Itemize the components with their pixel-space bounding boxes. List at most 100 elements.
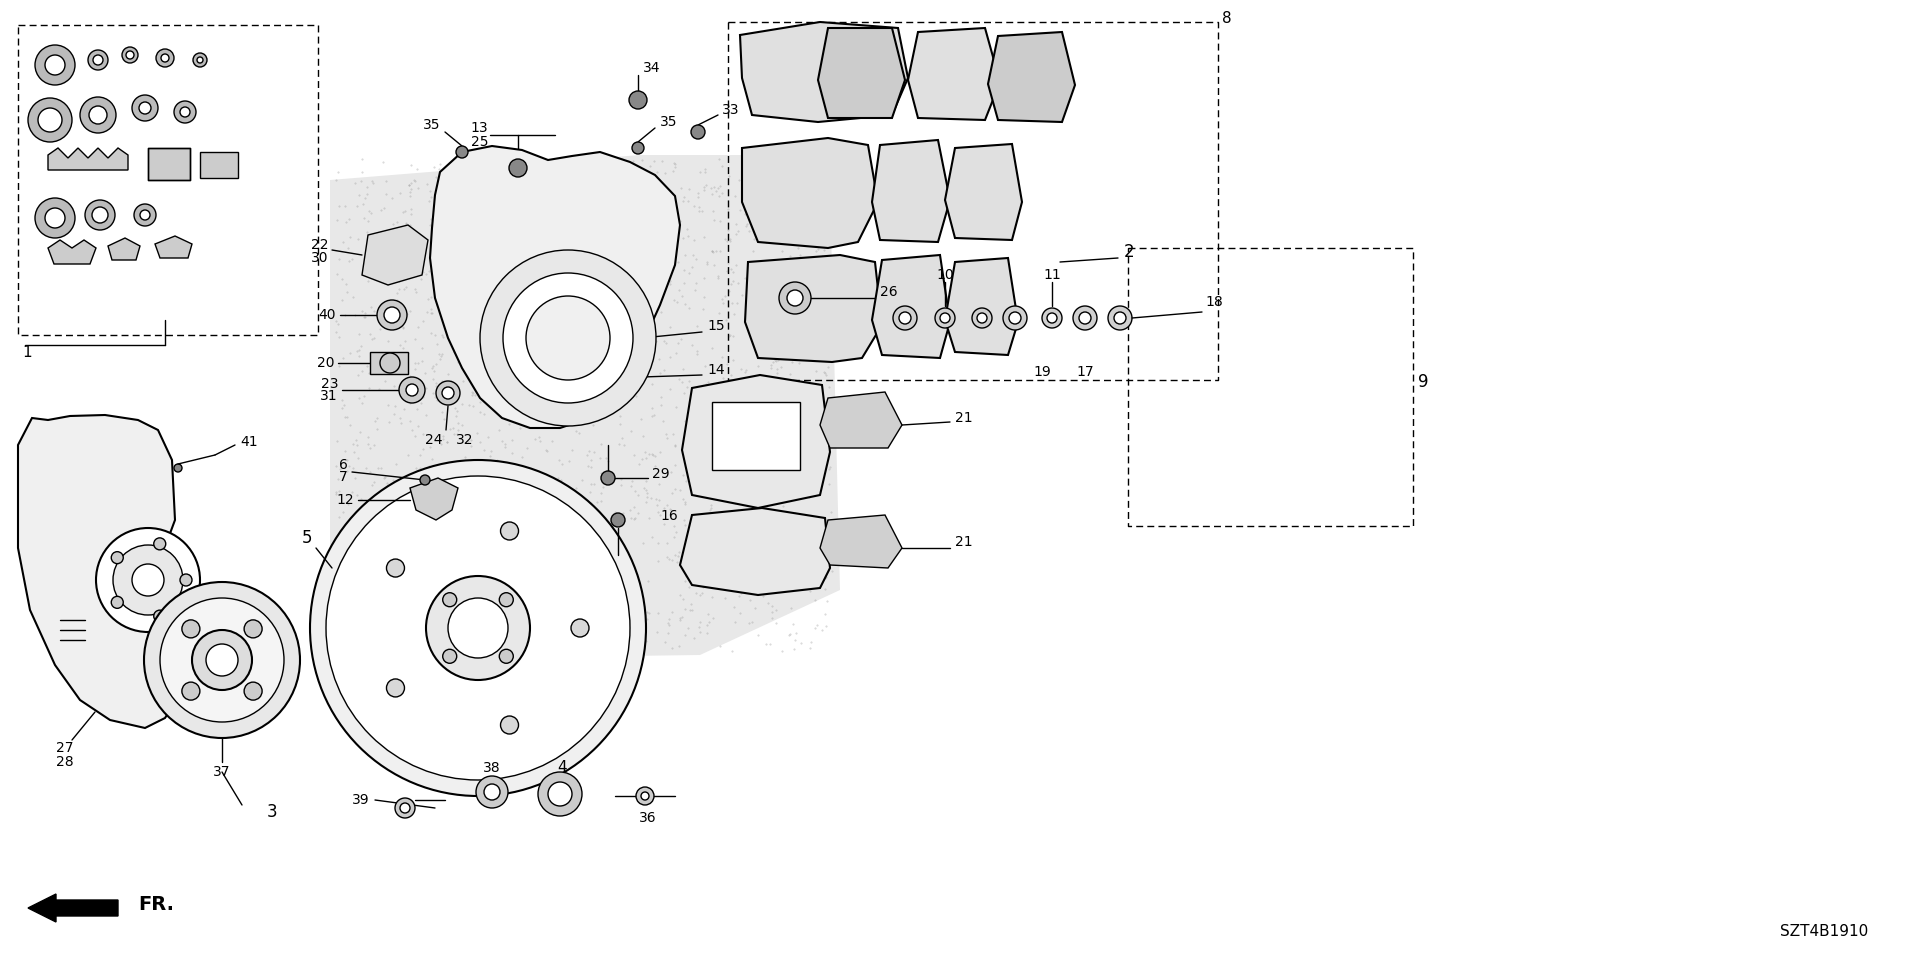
Circle shape (501, 716, 518, 734)
Polygon shape (156, 236, 192, 258)
Text: 1: 1 (21, 345, 31, 359)
Text: 15: 15 (707, 319, 724, 333)
Circle shape (88, 106, 108, 124)
Circle shape (499, 593, 513, 606)
Circle shape (386, 559, 405, 577)
Text: 17: 17 (1077, 365, 1094, 379)
Polygon shape (945, 258, 1018, 355)
Polygon shape (989, 32, 1075, 122)
Text: 39: 39 (353, 793, 371, 807)
Circle shape (570, 619, 589, 637)
Circle shape (182, 682, 200, 700)
Circle shape (326, 476, 630, 780)
Text: 6: 6 (340, 458, 348, 472)
Text: 10: 10 (937, 268, 954, 282)
Circle shape (972, 308, 993, 328)
Circle shape (38, 108, 61, 132)
Circle shape (499, 650, 513, 663)
Circle shape (636, 787, 655, 805)
Circle shape (113, 545, 182, 615)
Circle shape (977, 313, 987, 323)
Circle shape (893, 306, 918, 330)
Text: 25: 25 (470, 135, 488, 149)
Circle shape (420, 475, 430, 485)
Polygon shape (48, 148, 129, 170)
Circle shape (941, 313, 950, 323)
Circle shape (132, 564, 163, 596)
Circle shape (180, 574, 192, 586)
Polygon shape (945, 144, 1021, 240)
Circle shape (476, 776, 509, 808)
Circle shape (180, 107, 190, 117)
Polygon shape (745, 255, 881, 362)
Circle shape (547, 782, 572, 806)
Circle shape (244, 620, 263, 638)
Circle shape (501, 522, 518, 540)
Text: 26: 26 (879, 285, 899, 299)
Polygon shape (820, 515, 902, 568)
Text: 40: 40 (319, 308, 336, 322)
Circle shape (457, 146, 468, 158)
Circle shape (127, 51, 134, 59)
Circle shape (509, 159, 526, 177)
Circle shape (436, 381, 461, 405)
Circle shape (35, 198, 75, 238)
Circle shape (601, 471, 614, 485)
Circle shape (1114, 312, 1125, 324)
Circle shape (309, 460, 645, 796)
Text: SZT4B1910: SZT4B1910 (1780, 924, 1868, 940)
Circle shape (1108, 306, 1133, 330)
Circle shape (641, 792, 649, 800)
Text: 21: 21 (954, 411, 973, 425)
Text: 11: 11 (1043, 268, 1062, 282)
Text: 27: 27 (56, 741, 73, 755)
Text: 24: 24 (426, 433, 444, 447)
Circle shape (88, 50, 108, 70)
FancyArrow shape (29, 894, 117, 922)
Text: 12: 12 (336, 493, 353, 507)
Text: 3: 3 (267, 803, 278, 821)
Circle shape (399, 377, 424, 403)
Circle shape (192, 630, 252, 690)
Circle shape (787, 290, 803, 306)
Circle shape (484, 784, 499, 800)
Text: 13: 13 (470, 121, 488, 135)
Circle shape (123, 47, 138, 63)
Circle shape (156, 49, 175, 67)
Circle shape (899, 312, 910, 324)
Polygon shape (739, 22, 908, 122)
Circle shape (194, 53, 207, 67)
Circle shape (205, 644, 238, 676)
Circle shape (35, 45, 75, 85)
Circle shape (144, 582, 300, 738)
Text: 35: 35 (660, 115, 678, 129)
Polygon shape (330, 155, 841, 660)
Circle shape (426, 576, 530, 680)
Circle shape (1079, 312, 1091, 324)
Text: 29: 29 (653, 467, 670, 481)
Circle shape (1043, 308, 1062, 328)
Circle shape (405, 384, 419, 396)
Circle shape (175, 464, 182, 472)
Circle shape (175, 101, 196, 123)
Polygon shape (908, 28, 1000, 120)
Circle shape (632, 142, 643, 154)
Text: 9: 9 (1419, 373, 1428, 391)
Circle shape (154, 610, 165, 622)
Circle shape (29, 98, 73, 142)
Circle shape (96, 528, 200, 632)
Polygon shape (48, 240, 96, 264)
Text: 33: 33 (722, 103, 739, 117)
Circle shape (1046, 313, 1058, 323)
Text: 32: 32 (457, 433, 474, 447)
Circle shape (935, 308, 954, 328)
Text: 37: 37 (213, 765, 230, 779)
Polygon shape (872, 255, 950, 358)
Circle shape (444, 650, 457, 663)
Circle shape (384, 307, 399, 323)
Text: 2: 2 (1123, 243, 1135, 261)
Text: 16: 16 (660, 509, 678, 523)
Polygon shape (17, 415, 182, 728)
Bar (148, 148, 190, 180)
Polygon shape (430, 146, 680, 428)
